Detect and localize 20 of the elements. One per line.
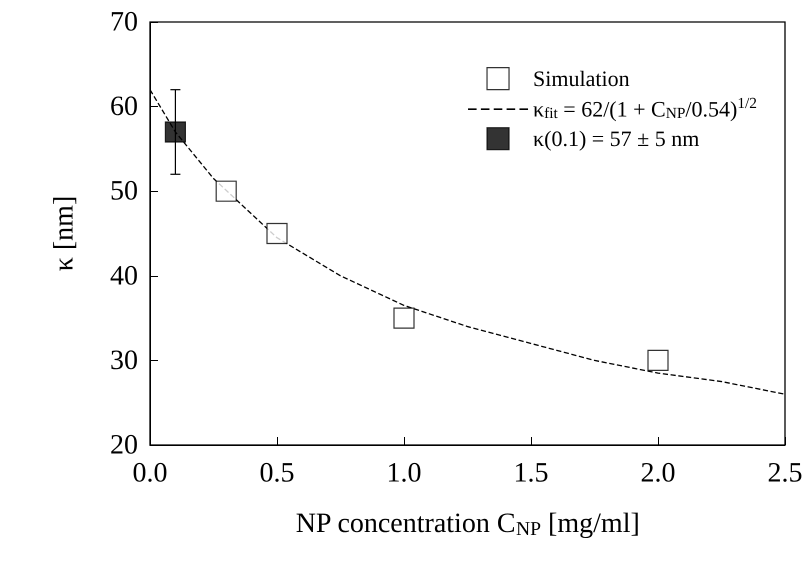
- legend-label: κ(0.1) = 57 ± 5 nm: [533, 126, 700, 152]
- y-tick-label: 30: [110, 344, 138, 376]
- y-tick-label: 20: [110, 430, 138, 460]
- y-tick-label: 50: [110, 176, 138, 207]
- x-tick-label: 2.0: [640, 458, 676, 488]
- point: [266, 222, 288, 244]
- x-tick-label: 1.5: [514, 458, 548, 488]
- y-tick-label: 60: [110, 91, 138, 122]
- y-tick-label: 40: [110, 260, 138, 292]
- legend-label: Simulation: [533, 66, 630, 92]
- point: [393, 308, 415, 329]
- x-tick-label: 0.5: [260, 458, 294, 488]
- y-axis-title: κ [nm]: [48, 196, 80, 272]
- point: [216, 180, 237, 202]
- x-tick-label: 1.0: [386, 458, 422, 488]
- x-tick-label: 2.5: [768, 458, 802, 488]
- x-tick-label: 0.0: [132, 458, 168, 488]
- point: [647, 350, 669, 371]
- y-tick-label: 70: [110, 6, 138, 38]
- point: [164, 121, 186, 143]
